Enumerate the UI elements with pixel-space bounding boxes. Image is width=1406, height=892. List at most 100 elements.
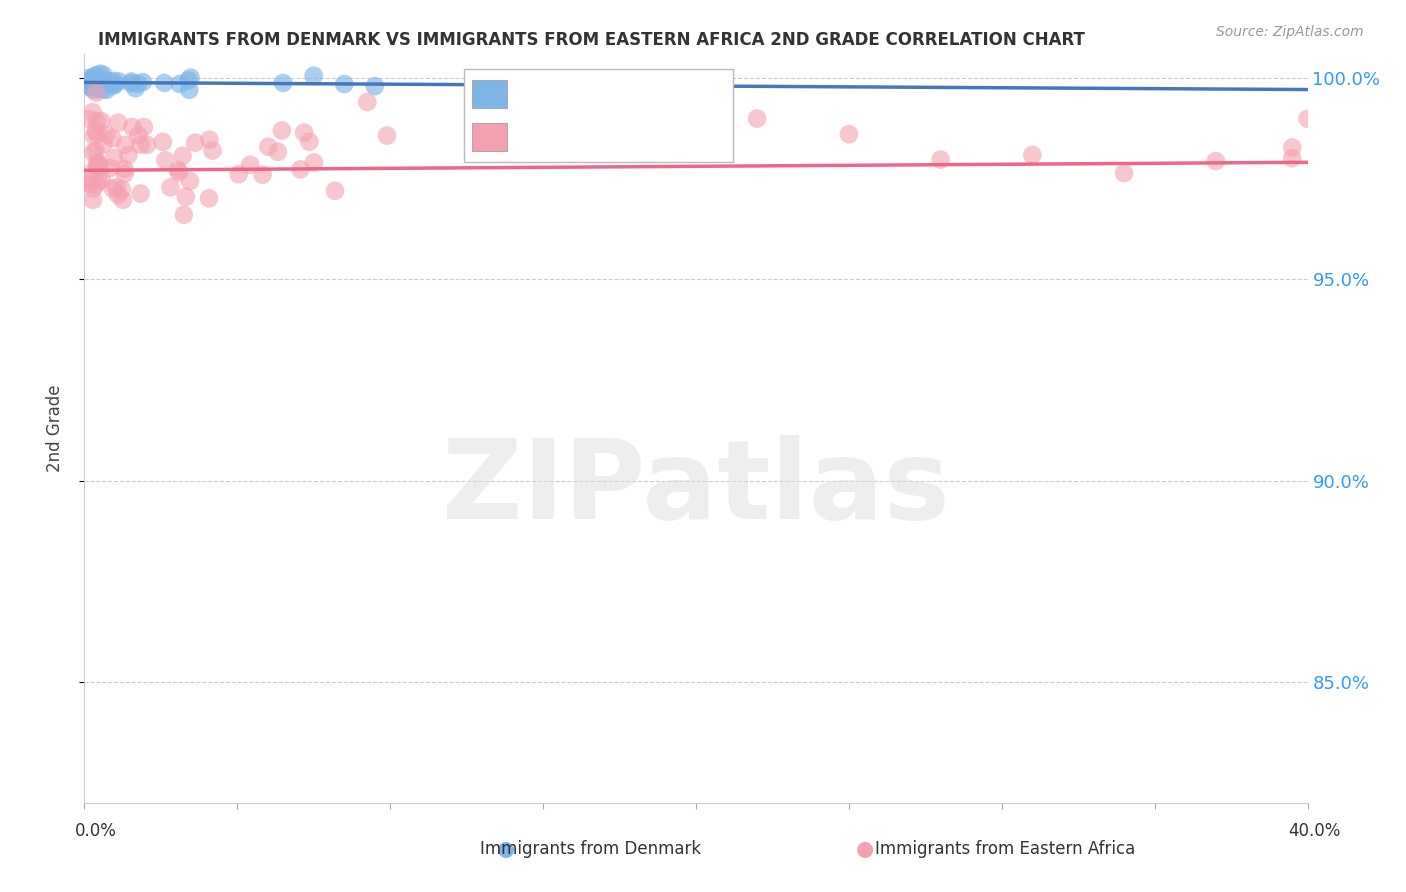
Point (129, 186, 152, 201)
Point (86, 77, 108, 91)
Point (103, 74, 125, 88)
Point (127, 128, 149, 143)
Point (121, 74, 143, 88)
Point (77, 78, 100, 93)
Point (84, 71, 107, 86)
Point (267, 145, 290, 159)
Y-axis label: 2nd Grade: 2nd Grade (45, 384, 63, 472)
Point (90, 172, 112, 186)
Point (270, 123, 292, 137)
Point (228, 167, 250, 181)
Point (198, 133, 221, 147)
Point (323, 184, 346, 198)
Point (111, 193, 134, 207)
Point (179, 174, 201, 188)
Point (198, 191, 221, 205)
Point (101, 182, 124, 196)
Text: Source: ZipAtlas.com: Source: ZipAtlas.com (1216, 25, 1364, 39)
Point (127, 77, 149, 91)
Point (82, 105, 104, 120)
Point (103, 78, 125, 93)
Point (356, 95, 378, 109)
Point (201, 144, 224, 158)
Point (82, 78, 104, 93)
Point (83, 128, 105, 143)
Point (105, 180, 128, 194)
Point (302, 69, 325, 83)
Point (111, 182, 134, 196)
Point (77, 112, 100, 126)
Text: ●: ● (498, 839, 515, 859)
Point (1021, 148, 1043, 162)
Point (184, 136, 207, 150)
Point (257, 140, 280, 154)
Point (87, 157, 110, 171)
Point (159, 180, 181, 194)
Point (471, 80, 494, 95)
Text: ●: ● (856, 839, 873, 859)
Point (84, 124, 107, 138)
Point (103, 151, 125, 165)
Point (173, 208, 195, 222)
Point (86, 77, 108, 91)
Point (252, 168, 274, 182)
Point (1114, 166, 1136, 180)
Point (333, 77, 356, 91)
Point (1296, 112, 1319, 126)
Point (152, 135, 174, 149)
Point (136, 137, 159, 152)
Point (172, 149, 194, 163)
Point (375, 128, 398, 143)
Point (80, 80, 103, 95)
Point (838, 128, 860, 142)
Point (86, 114, 108, 128)
Point (82, 193, 104, 207)
Point (77, 71, 100, 86)
Point (107, 116, 129, 130)
Point (132, 120, 155, 134)
Point (77, 174, 100, 188)
Point (117, 148, 139, 162)
Point (124, 81, 146, 95)
Point (174, 190, 197, 204)
Point (84, 86, 107, 100)
Point (82, 181, 104, 195)
Point (91, 82, 114, 96)
Point (86, 159, 108, 173)
Point (87, 174, 110, 188)
Point (107, 187, 129, 202)
Point (89, 161, 111, 175)
Point (80, 73, 103, 87)
Point (87, 156, 110, 170)
Point (108, 74, 131, 88)
Point (298, 135, 321, 149)
Point (169, 77, 191, 91)
Point (155, 153, 177, 168)
Point (86, 177, 108, 191)
Point (103, 78, 125, 92)
Text: 40.0%: 40.0% (1288, 822, 1341, 840)
Text: Immigrants from Eastern Africa: Immigrants from Eastern Africa (875, 840, 1136, 858)
Point (89, 82, 111, 96)
Point (290, 162, 312, 177)
Point (77, 76, 100, 90)
Point (153, 76, 176, 90)
Point (129, 137, 152, 152)
Point (93, 137, 115, 152)
Text: ZIPatlas: ZIPatlas (441, 434, 950, 541)
Point (114, 161, 136, 176)
Point (624, 144, 647, 158)
Point (167, 165, 190, 179)
Point (364, 79, 387, 94)
Point (292, 126, 315, 140)
Point (302, 155, 325, 169)
Point (82, 145, 104, 160)
Point (132, 75, 155, 89)
Point (97, 74, 120, 88)
Point (120, 76, 142, 90)
Point (80, 166, 103, 180)
Point (121, 120, 143, 134)
Point (89, 67, 111, 81)
Point (929, 153, 952, 167)
Point (96, 83, 118, 97)
